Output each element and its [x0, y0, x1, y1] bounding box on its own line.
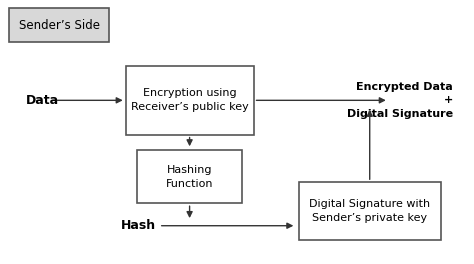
FancyBboxPatch shape [126, 66, 254, 135]
Text: Digital Signature with
Sender’s private key: Digital Signature with Sender’s private … [309, 199, 430, 223]
FancyBboxPatch shape [9, 8, 109, 42]
Text: Sender’s Side: Sender’s Side [19, 18, 100, 32]
Text: Hashing
Function: Hashing Function [166, 165, 213, 189]
Text: Encrypted Data
+
Digital Signature: Encrypted Data + Digital Signature [346, 82, 453, 119]
Text: Encryption using
Receiver’s public key: Encryption using Receiver’s public key [131, 88, 248, 112]
Text: Hash: Hash [121, 219, 156, 232]
Text: Data: Data [26, 94, 59, 107]
FancyBboxPatch shape [299, 182, 441, 240]
FancyBboxPatch shape [137, 150, 242, 203]
